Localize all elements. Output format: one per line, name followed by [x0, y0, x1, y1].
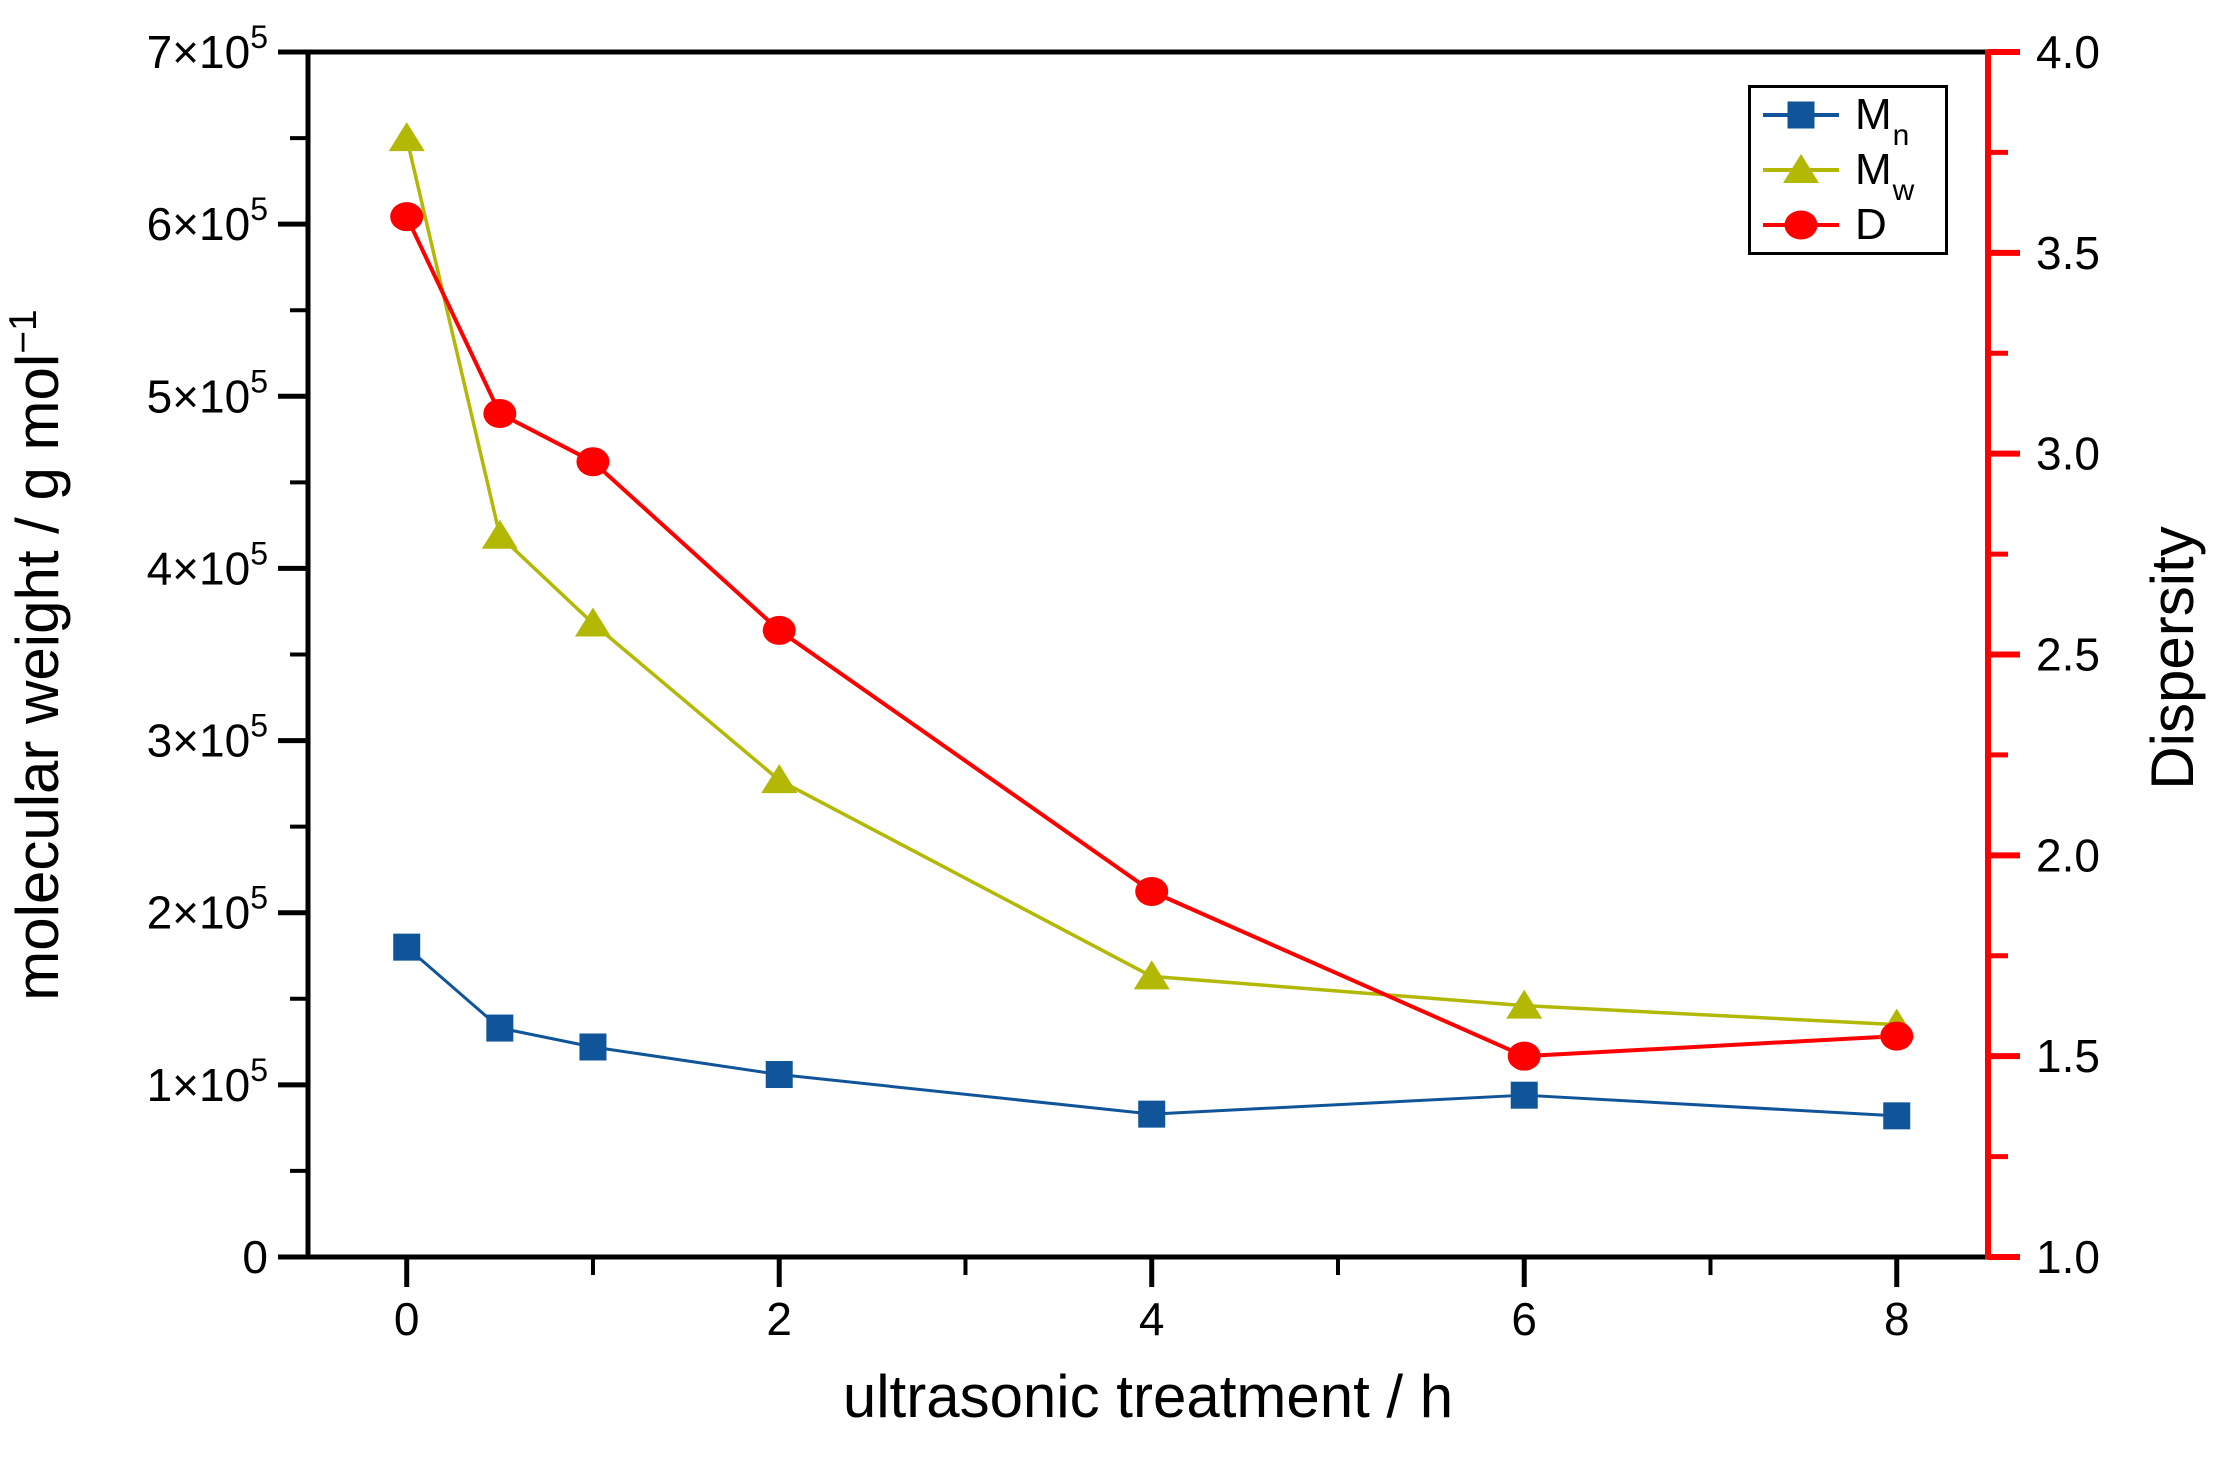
- y-left-tick-label: 3×105: [147, 708, 268, 767]
- y-right-tick-label: 2.5: [2036, 629, 2100, 681]
- data-point-Mn: [1510, 1081, 1538, 1109]
- data-point-Mn: [765, 1061, 793, 1089]
- data-point-Mn: [1883, 1102, 1911, 1130]
- y-left-tick-label: 5×105: [147, 363, 268, 422]
- data-point-Mw: [761, 764, 798, 794]
- data-point-D: [762, 615, 796, 645]
- x-axis-title: ultrasonic treatment / h: [843, 1363, 1453, 1430]
- legend-item-mw: Mw: [1761, 144, 1945, 207]
- y-right-tick-label: 1.5: [2036, 1030, 2100, 1082]
- data-point-Mn: [1138, 1100, 1166, 1128]
- y-left-tick-label: 2×105: [147, 880, 268, 939]
- legend-label-d: D: [1855, 199, 1887, 249]
- y-right-tick-label: 4.0: [2036, 26, 2100, 78]
- data-point-D: [1135, 876, 1169, 906]
- legend-item-mn: Mn: [1761, 90, 1945, 153]
- y-left-tick-label: 7×105: [147, 19, 268, 78]
- data-point-D: [1507, 1041, 1541, 1071]
- data-point-D: [390, 202, 424, 232]
- right-axis-title: Dispersity: [2139, 526, 2206, 789]
- mn-line-marker-icon: [1763, 101, 1839, 129]
- x-tick-label: 6: [1511, 1293, 1537, 1345]
- data-point-Mw: [388, 122, 425, 152]
- x-tick-label: 8: [1884, 1293, 1910, 1345]
- y-left-tick-label: 0: [242, 1231, 268, 1283]
- x-tick-label: 2: [766, 1293, 792, 1345]
- data-point-Mn: [579, 1033, 607, 1061]
- axes-layer: 0 2 4 6 8 0 1×105 2×105 3×105 4×105 5×105 6×105 7×10…: [147, 19, 2100, 1345]
- legend-item-d: D: [1761, 199, 1945, 249]
- data-point-D: [576, 447, 610, 477]
- legend-marker: [1784, 210, 1818, 240]
- legend-label-mn: Mn: [1855, 90, 1910, 153]
- y-left-tick-label: 1×105: [147, 1052, 268, 1111]
- y-left-tick-label: 4×105: [147, 535, 268, 594]
- data-point-Mn: [393, 933, 421, 961]
- legend-marker: [1787, 101, 1815, 129]
- data-point-D: [1880, 1021, 1914, 1051]
- x-tick-label: 4: [1139, 1293, 1165, 1345]
- series-line-D: [404, 215, 1897, 1059]
- y-left-tick-label: 6×105: [147, 191, 268, 250]
- y-right-tick-label: 1.0: [2036, 1231, 2100, 1283]
- data-point-Mn: [486, 1014, 514, 1042]
- y-right-tick-label: 2.0: [2036, 829, 2100, 881]
- data-point-D: [483, 399, 517, 428]
- data-point-Mw: [481, 519, 518, 549]
- legend: Mn Mw D: [1748, 85, 1948, 255]
- y-right-tick-label: 3.5: [2036, 227, 2100, 279]
- legend-marker: [1783, 153, 1819, 183]
- legend-label-mw: Mw: [1855, 144, 1915, 207]
- data-point-Mw: [574, 607, 611, 637]
- y-right-tick-label: 3.0: [2036, 428, 2100, 480]
- x-tick-label: 0: [394, 1293, 420, 1345]
- series-layer: [388, 122, 1915, 1130]
- d-line-marker-icon: [1763, 210, 1839, 240]
- mw-line-marker-icon: [1763, 153, 1839, 183]
- data-point-Mw: [1133, 960, 1170, 990]
- left-axis-title: molecular weight / g mol−1: [2, 309, 71, 1000]
- data-point-Mw: [1506, 989, 1543, 1019]
